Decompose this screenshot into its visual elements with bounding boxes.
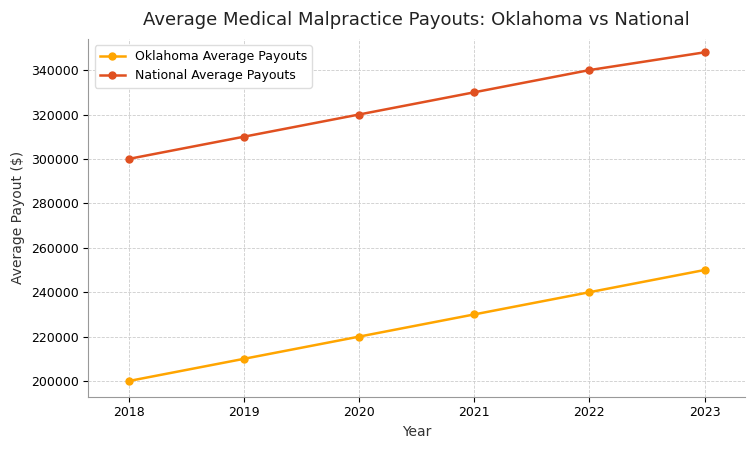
National Average Payouts — [239, 134, 248, 140]
National Average Payouts — [469, 90, 479, 95]
Oklahoma Average Payouts — [700, 267, 709, 273]
X-axis label: Year: Year — [402, 425, 431, 439]
National Average Payouts — [585, 68, 594, 73]
National Average Payouts — [700, 50, 709, 55]
Title: Average Medical Malpractice Payouts: Oklahoma vs National: Average Medical Malpractice Payouts: Okl… — [143, 11, 690, 29]
Legend: Oklahoma Average Payouts, National Average Payouts: Oklahoma Average Payouts, National Avera… — [94, 45, 311, 87]
Oklahoma Average Payouts — [124, 378, 133, 384]
Y-axis label: Average Payout ($): Average Payout ($) — [11, 151, 25, 284]
Line: National Average Payouts: National Average Payouts — [125, 49, 708, 162]
Line: Oklahoma Average Payouts: Oklahoma Average Payouts — [125, 266, 708, 385]
Oklahoma Average Payouts — [239, 356, 248, 361]
Oklahoma Average Payouts — [585, 289, 594, 295]
Oklahoma Average Payouts — [355, 334, 364, 339]
National Average Payouts — [355, 112, 364, 117]
Oklahoma Average Payouts — [469, 312, 479, 317]
National Average Payouts — [124, 156, 133, 162]
